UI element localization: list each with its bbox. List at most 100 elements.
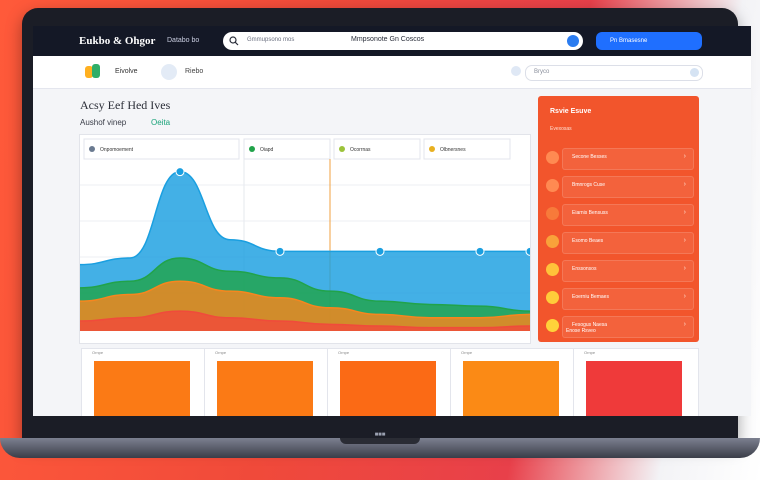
right-panel-item[interactable]: Esomo Beaes › xyxy=(546,232,694,254)
chevron-right-icon: › xyxy=(683,153,686,160)
right-panel-subtitle: Evexosas xyxy=(550,126,572,132)
chart-column-header[interactable]: Oiapd xyxy=(243,138,331,160)
chevron-right-icon: › xyxy=(683,209,686,216)
status-dot-icon xyxy=(546,235,559,248)
chart-column-label: Olbnersnes xyxy=(440,147,466,153)
right-panel-item[interactable]: Bmnrogs Cuse › xyxy=(546,176,694,198)
status-dot-icon xyxy=(546,319,559,332)
data-point[interactable] xyxy=(475,246,485,256)
right-panel-item-box xyxy=(562,148,694,170)
summary-tile[interactable]: Ornpe xyxy=(204,348,330,416)
screen: Eukbo & Ohgor Databo bo Gmmupsono mos Mm… xyxy=(33,26,751,416)
summary-tile[interactable]: Ornpe xyxy=(450,348,576,416)
chevron-right-icon: › xyxy=(683,265,686,272)
right-panel-item[interactable]: Secone Besses › xyxy=(546,148,694,170)
chart-column-label: Onpomoement xyxy=(100,147,134,153)
chevron-right-icon: › xyxy=(683,293,686,300)
right-panel-item-box xyxy=(562,260,694,282)
right-panel-item-label: Eoerniu Bemaes xyxy=(572,294,609,300)
right-panel-item[interactable]: Fesogus Naesa › xyxy=(546,316,694,338)
data-point[interactable] xyxy=(275,246,285,256)
legend-dot-icon xyxy=(89,146,95,152)
right-panel: Rsvie Esuve Evexosas Secone Besses › Bmnro… xyxy=(538,96,699,342)
series-line xyxy=(80,257,530,312)
status-dot-icon xyxy=(546,151,559,164)
legend-dot-icon xyxy=(249,146,255,152)
laptop-base xyxy=(0,438,760,458)
chart-column-header[interactable]: Olbnersnes xyxy=(423,138,511,160)
summary-tile[interactable]: Ornpe xyxy=(573,348,699,416)
tile-label: Ornpe xyxy=(461,350,473,355)
search-input[interactable]: Mmpsonote Gn Coscos xyxy=(351,36,425,43)
right-panel-item[interactable]: Eoerniu Bemaes › xyxy=(546,288,694,310)
status-dot-icon xyxy=(546,263,559,276)
right-panel-item-label: Secone Besses xyxy=(572,154,607,160)
right-panel-title: Rsvie Esuve xyxy=(550,108,592,115)
globe-icon[interactable] xyxy=(161,64,177,80)
chevron-right-icon: › xyxy=(683,321,686,328)
right-panel-item[interactable]: Eiarnis Bensuss › xyxy=(546,204,694,226)
laptop-brand: ■■■ xyxy=(374,432,386,438)
sub-link[interactable]: Riebo xyxy=(185,68,204,75)
summary-tile[interactable]: Ornpe xyxy=(327,348,453,416)
filter-icon[interactable] xyxy=(511,66,521,76)
chevron-right-icon: › xyxy=(683,181,686,188)
tile-bar xyxy=(463,361,559,416)
top-bar: Eukbo & Ohgor Databo bo Gmmupsono mos Mm… xyxy=(33,26,751,56)
area-series xyxy=(80,311,530,331)
search-bar[interactable]: Gmmupsono mos Mmpsonote Gn Coscos xyxy=(223,32,583,50)
right-panel-item-box xyxy=(562,288,694,310)
status-dot-icon xyxy=(546,179,559,192)
logo-text: Eivolve xyxy=(115,68,138,75)
summary-tile[interactable]: Ornpe xyxy=(81,348,207,416)
filter-clear-icon[interactable] xyxy=(690,68,699,77)
right-panel-item-box xyxy=(562,316,694,338)
right-panel-item-label: Enssonsos xyxy=(572,266,597,272)
chevron-right-icon: › xyxy=(683,237,686,244)
right-panel-item-box xyxy=(562,204,694,226)
app-title: Eukbo & Ohgor xyxy=(79,35,156,47)
nav-link[interactable]: Databo bo xyxy=(167,37,200,44)
right-panel-item-label: Fesogus Naesa xyxy=(572,322,608,328)
tile-label: Ornpe xyxy=(338,350,350,355)
data-point[interactable] xyxy=(175,167,185,177)
search-submit-icon[interactable] xyxy=(567,35,579,47)
page-subtitle: Aushof vinep xyxy=(80,118,127,127)
right-panel-item-label: Eiarnis Bensuss xyxy=(572,210,608,216)
series-line xyxy=(80,280,530,319)
cta-label: Pn Bmasesne xyxy=(610,38,648,44)
cta-button[interactable]: Pn Bmasesne xyxy=(596,32,702,50)
right-panel-item-box xyxy=(562,232,694,254)
legend-dot-icon xyxy=(339,146,345,152)
right-panel-item-label: Esomo Beaes xyxy=(572,238,604,244)
search-placeholder: Gmmupsono mos xyxy=(247,37,295,43)
sub-bar: Eivolve Riebo Bryco xyxy=(33,56,751,89)
tile-label: Ornpe xyxy=(92,350,104,355)
tile-label: Ornpe xyxy=(215,350,227,355)
chart-column-header[interactable]: Onpomoement xyxy=(83,138,240,160)
status-dot-icon xyxy=(546,207,559,220)
series-line xyxy=(80,310,530,329)
laptop-notch xyxy=(340,438,420,444)
right-panel-footer: Enose Rsveo xyxy=(566,328,596,334)
data-point[interactable] xyxy=(375,246,385,256)
status-dot-icon xyxy=(546,291,559,304)
data-point[interactable] xyxy=(525,246,530,256)
chart-panel: Onpomoement Oiapd Ocorrnas Olbnersnes xyxy=(79,134,531,344)
tile-bar xyxy=(217,361,313,416)
right-panel-item-label: Bmnrogs Cuse xyxy=(572,182,606,188)
chart-column-header[interactable]: Ocorrnas xyxy=(333,138,421,160)
chart-column-label: Oiapd xyxy=(260,147,274,153)
tile-label: Ornpe xyxy=(584,350,596,355)
right-panel-item[interactable]: Enssonsos › xyxy=(546,260,694,282)
area-chart: Onpomoement Oiapd Ocorrnas Olbnersnes xyxy=(80,138,530,331)
page-subtitle-accent[interactable]: Oeita xyxy=(151,118,171,127)
filter-placeholder: Bryco xyxy=(534,69,550,75)
page-title: Acsy Eef Hed Ives xyxy=(80,98,171,112)
filter-input[interactable]: Bryco xyxy=(525,65,703,81)
tile-bar xyxy=(340,361,436,416)
right-panel-item-box xyxy=(562,176,694,198)
search-icon xyxy=(229,36,239,46)
logo-icon xyxy=(85,64,100,78)
chart-column-label: Ocorrnas xyxy=(350,147,371,153)
